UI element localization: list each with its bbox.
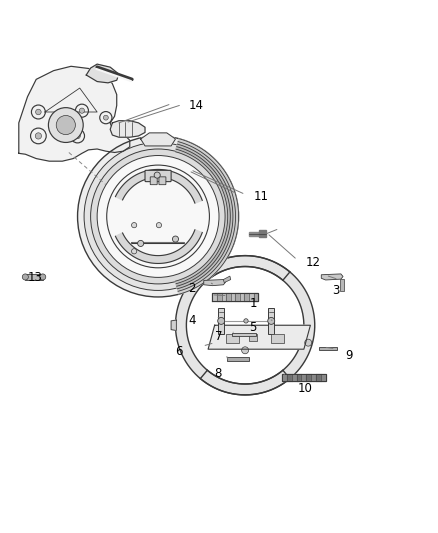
- Polygon shape: [282, 375, 287, 381]
- Polygon shape: [311, 375, 316, 381]
- Polygon shape: [297, 375, 301, 381]
- Circle shape: [305, 339, 312, 346]
- Polygon shape: [222, 293, 226, 301]
- Circle shape: [97, 156, 219, 277]
- Text: 14: 14: [188, 99, 204, 112]
- Polygon shape: [141, 133, 176, 146]
- Text: 4: 4: [188, 314, 196, 327]
- Polygon shape: [223, 276, 231, 282]
- Polygon shape: [306, 375, 311, 381]
- Text: 3: 3: [332, 284, 339, 297]
- Circle shape: [156, 223, 162, 228]
- Polygon shape: [249, 232, 259, 236]
- Circle shape: [22, 274, 28, 280]
- Circle shape: [35, 109, 41, 115]
- Circle shape: [218, 318, 225, 325]
- FancyBboxPatch shape: [150, 177, 157, 184]
- Polygon shape: [319, 347, 336, 351]
- Circle shape: [79, 108, 85, 114]
- Text: 9: 9: [345, 349, 353, 362]
- Polygon shape: [339, 279, 344, 292]
- Text: 13: 13: [28, 271, 42, 284]
- Polygon shape: [175, 149, 228, 284]
- Polygon shape: [204, 279, 226, 286]
- Polygon shape: [177, 144, 233, 289]
- Text: 10: 10: [297, 382, 312, 395]
- Circle shape: [75, 133, 80, 139]
- Polygon shape: [226, 334, 239, 343]
- Circle shape: [56, 116, 75, 135]
- Circle shape: [107, 165, 209, 268]
- Polygon shape: [301, 375, 306, 381]
- Text: 7: 7: [215, 329, 222, 343]
- Text: 11: 11: [254, 190, 269, 204]
- Text: 6: 6: [176, 345, 183, 358]
- Polygon shape: [249, 293, 254, 301]
- Text: 8: 8: [215, 367, 222, 379]
- Polygon shape: [176, 147, 230, 286]
- Circle shape: [40, 274, 46, 280]
- FancyBboxPatch shape: [145, 171, 171, 182]
- Polygon shape: [218, 308, 224, 334]
- Polygon shape: [227, 357, 249, 361]
- Text: 5: 5: [250, 321, 257, 334]
- Polygon shape: [25, 274, 43, 280]
- Circle shape: [78, 136, 239, 297]
- Text: 12: 12: [306, 256, 321, 269]
- Circle shape: [48, 108, 83, 142]
- Circle shape: [244, 319, 248, 323]
- Polygon shape: [116, 230, 202, 263]
- Circle shape: [154, 172, 160, 178]
- Polygon shape: [259, 230, 266, 237]
- Polygon shape: [116, 169, 202, 203]
- Circle shape: [173, 236, 179, 242]
- Polygon shape: [268, 308, 274, 334]
- Circle shape: [84, 142, 232, 290]
- Polygon shape: [250, 334, 257, 341]
- Circle shape: [35, 133, 42, 139]
- Text: 1: 1: [250, 297, 257, 310]
- Circle shape: [131, 249, 137, 254]
- Polygon shape: [19, 66, 130, 161]
- Circle shape: [268, 318, 275, 325]
- Polygon shape: [232, 333, 256, 336]
- Circle shape: [131, 223, 137, 228]
- Circle shape: [242, 347, 249, 354]
- Polygon shape: [226, 293, 231, 301]
- Polygon shape: [208, 325, 311, 349]
- Polygon shape: [240, 293, 244, 301]
- Polygon shape: [178, 139, 239, 294]
- Polygon shape: [292, 375, 297, 381]
- Polygon shape: [86, 64, 119, 83]
- Polygon shape: [321, 274, 343, 280]
- Polygon shape: [231, 293, 235, 301]
- FancyBboxPatch shape: [159, 177, 166, 184]
- Circle shape: [103, 115, 108, 120]
- Polygon shape: [171, 320, 177, 330]
- Polygon shape: [287, 375, 292, 381]
- Polygon shape: [244, 293, 249, 301]
- Polygon shape: [316, 375, 321, 381]
- Polygon shape: [271, 334, 284, 343]
- Polygon shape: [235, 293, 240, 301]
- Polygon shape: [217, 293, 222, 301]
- Polygon shape: [177, 142, 236, 291]
- Polygon shape: [176, 256, 290, 395]
- Polygon shape: [254, 293, 258, 301]
- Polygon shape: [212, 293, 217, 301]
- Text: 2: 2: [188, 282, 196, 295]
- Polygon shape: [200, 256, 315, 395]
- Circle shape: [138, 240, 144, 246]
- Circle shape: [91, 149, 226, 284]
- Polygon shape: [110, 120, 145, 137]
- Polygon shape: [321, 375, 325, 381]
